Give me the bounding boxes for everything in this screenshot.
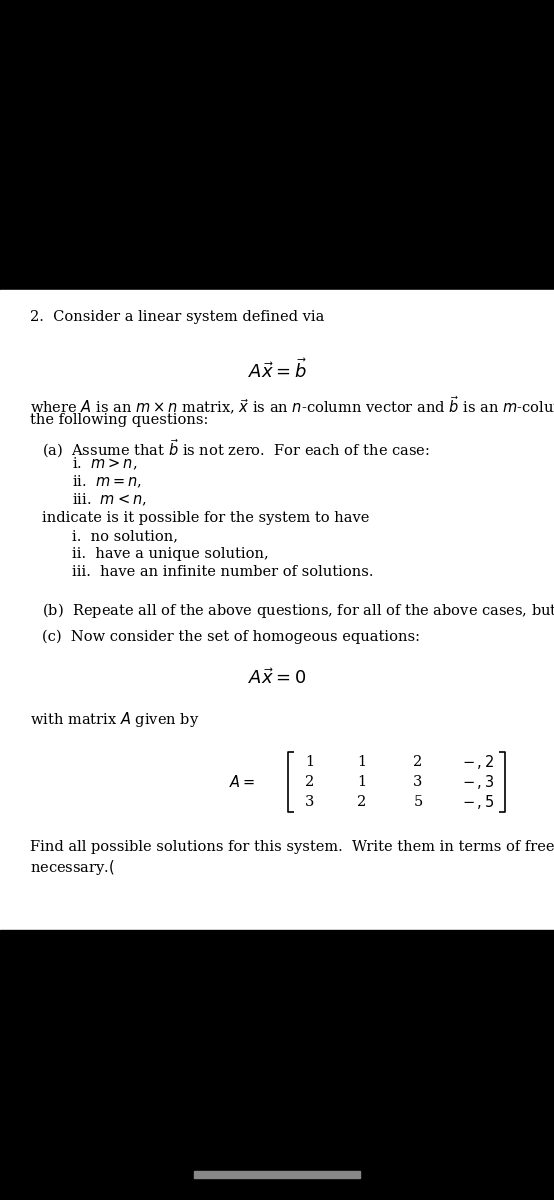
Text: where $A$ is an $m \times n$ matrix, $\vec{x}$ is an $n$-column vector and $\vec: where $A$ is an $m \times n$ matrix, $\v… [30,395,554,418]
Text: i.  $m > n$,: i. $m > n$, [72,456,137,473]
Text: 2: 2 [413,755,423,769]
Text: necessary.$\mathit{(}$: necessary.$\mathit{(}$ [30,858,115,877]
Text: $-\,,2$: $-\,,2$ [462,754,494,770]
Text: $A\vec{x} = 0$: $A\vec{x} = 0$ [248,668,306,688]
Text: (a)  Assume that $\vec{b}$ is not zero.  For each of the case:: (a) Assume that $\vec{b}$ is not zero. F… [42,437,430,460]
Bar [0,930,554,1200]
Bar [0,0,554,290]
Text: $A = $: $A = $ [229,774,255,790]
Text: the following questions:: the following questions: [30,413,208,427]
Text: iii.  have an infinite number of solutions.: iii. have an infinite number of solution… [72,565,373,578]
Text: 3: 3 [305,794,315,809]
Text: ii.  $m = n$,: ii. $m = n$, [72,474,142,491]
Bar [0,290,554,930]
Text: $-\,,3$: $-\,,3$ [462,773,494,791]
Text: Find all possible solutions for this system.  Write them in terms of free parame: Find all possible solutions for this sys… [30,840,554,854]
Text: 3: 3 [413,775,423,790]
Text: with matrix $A$ given by: with matrix $A$ given by [30,710,199,728]
Text: indicate is it possible for the system to have: indicate is it possible for the system t… [42,511,370,526]
Text: 1: 1 [357,755,367,769]
Text: $A\vec{x} = \vec{b}$: $A\vec{x} = \vec{b}$ [248,358,306,382]
Bar [194,1171,360,1178]
Text: 2: 2 [305,775,315,790]
Text: 2: 2 [357,794,367,809]
Text: i.  no solution,: i. no solution, [72,529,178,542]
Text: $-\,,5$: $-\,,5$ [462,793,494,811]
Text: 1: 1 [357,775,367,790]
Text: (b)  Repeate all of the above questions, for all of the above cases, but with $\: (b) Repeate all of the above questions, … [42,596,554,620]
Text: 1: 1 [305,755,315,769]
Text: (c)  Now consider the set of homogeous equations:: (c) Now consider the set of homogeous eq… [42,630,420,644]
Text: ii.  have a unique solution,: ii. have a unique solution, [72,547,269,560]
Text: 2.  Consider a linear system defined via: 2. Consider a linear system defined via [30,310,325,324]
Text: iii.  $m < n$,: iii. $m < n$, [72,492,147,509]
Text: 5: 5 [413,794,423,809]
